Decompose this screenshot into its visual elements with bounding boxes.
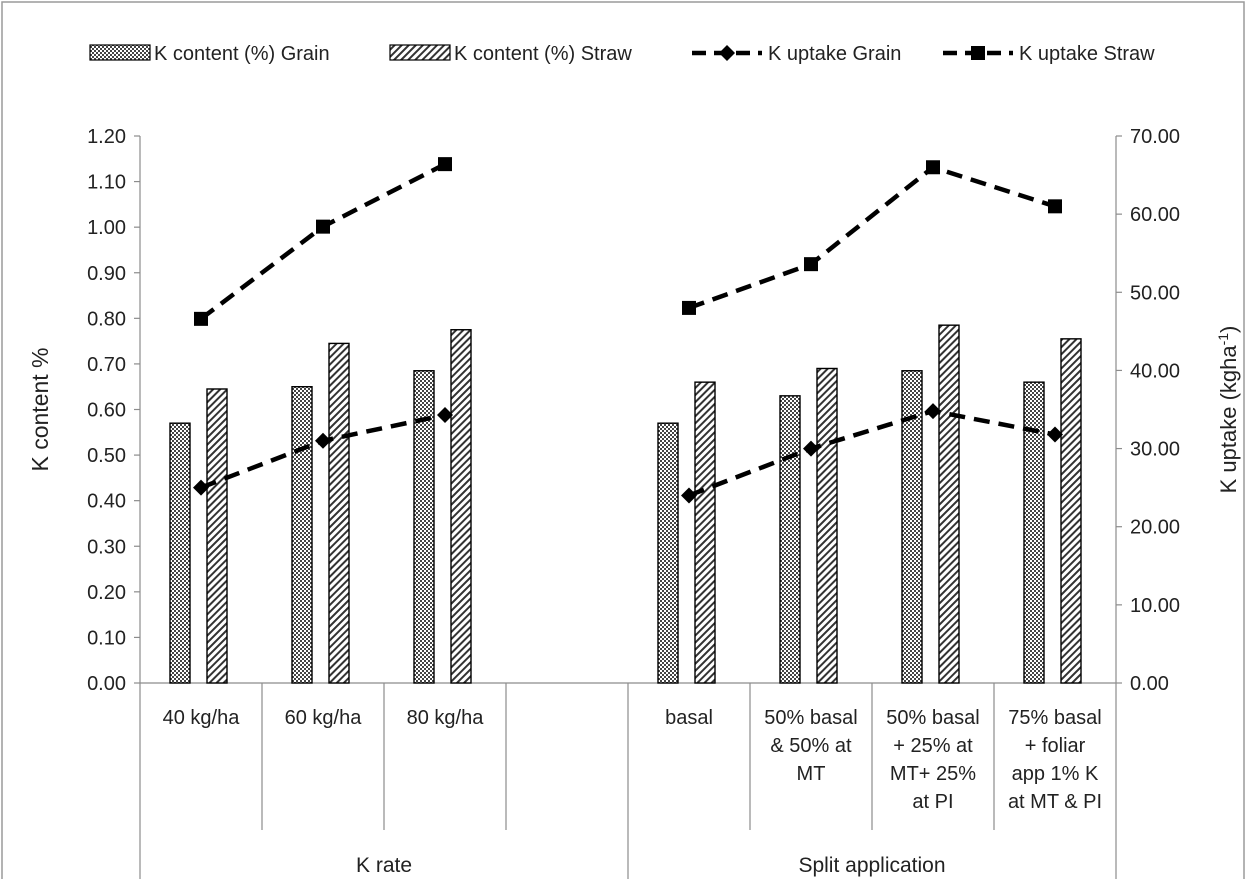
y-right-tick-label: 40.00 — [1130, 360, 1180, 382]
y-left-tick-label: 0.40 — [87, 491, 126, 513]
legend-swatch-straw — [389, 44, 451, 61]
bar-straw — [694, 381, 716, 684]
bar-grain — [169, 422, 191, 684]
bar-grain — [291, 386, 313, 684]
x-category-label: 60 kg/ha — [285, 707, 363, 729]
x-category-label: 50% basal — [886, 707, 979, 729]
y-left-tick-label: 0.80 — [87, 308, 126, 330]
bar-straw — [816, 367, 838, 684]
x-category-label: + foliar — [1025, 735, 1086, 757]
marker-square — [926, 160, 940, 175]
bar-grain — [413, 370, 435, 684]
bar-straw — [450, 329, 472, 684]
legend-marker-square — [971, 46, 985, 60]
marker-square — [194, 311, 208, 326]
y-axis-left-title: K content % — [27, 347, 53, 471]
legend: K content (%) Grain K content (%) Straw K … — [89, 43, 1155, 65]
x-category-label: + 25% at — [893, 735, 973, 757]
y-right-tick-label: 10.00 — [1130, 595, 1180, 617]
bar-straw — [206, 388, 228, 684]
y-right-tick-label: 70.00 — [1130, 126, 1180, 148]
y-right-tick-label: 0.00 — [1130, 673, 1169, 695]
x-category-label: MT — [797, 763, 826, 785]
marker-square — [1048, 199, 1062, 214]
y-left-tick-label: 0.20 — [87, 582, 126, 604]
y-left-tick-label: 0.50 — [87, 445, 126, 467]
y-left-tick-label: 1.10 — [87, 172, 126, 194]
y-left-tick-label: 1.00 — [87, 217, 126, 239]
marker-diamond — [925, 403, 941, 420]
x-category-label: 75% basal — [1008, 707, 1101, 729]
lines — [193, 157, 1063, 504]
bar-grain — [901, 370, 923, 684]
y-left-tick-label: 0.10 — [87, 627, 126, 649]
x-group-label: Split application — [798, 854, 945, 877]
y-right-tick-label: 60.00 — [1130, 204, 1180, 226]
y-right-tick-label: 30.00 — [1130, 439, 1180, 461]
series-line-grain — [688, 408, 1056, 498]
marker-square — [316, 219, 330, 234]
x-category-label: basal — [665, 707, 713, 729]
x-category-label: at PI — [912, 791, 953, 813]
x-category-label: 40 kg/ha — [163, 707, 241, 729]
marker-diamond — [803, 440, 819, 457]
y-left-tick-label: 0.70 — [87, 354, 126, 376]
marker-diamond — [681, 487, 697, 504]
marker-diamond — [1047, 426, 1063, 443]
labels: 0.00 0.10 0.20 0.30 0.40 0.50 0.60 0.70 0.80 0.90… — [27, 126, 1241, 877]
legend-label: K content (%) Straw — [454, 43, 632, 65]
marker-diamond — [437, 406, 453, 423]
legend-label: K uptake Straw — [1019, 43, 1155, 65]
legend-swatch-grain — [89, 44, 151, 61]
y-left-tick-label: 1.20 — [87, 126, 126, 148]
series-line-straw — [688, 164, 1056, 311]
legend-label: K uptake Grain — [768, 43, 901, 65]
legend-label: K content (%) Grain — [154, 43, 330, 65]
marker-square — [682, 300, 696, 315]
y-left-tick-label: 0.60 — [87, 400, 126, 422]
marker-diamond — [193, 479, 209, 496]
y-right-tick-label: 20.00 — [1130, 517, 1180, 539]
x-category-label: 80 kg/ha — [407, 707, 485, 729]
x-category-label: MT+ 25% — [890, 763, 976, 785]
bar-grain — [779, 395, 801, 684]
y-left-tick-label: 0.90 — [87, 263, 126, 285]
marker-square — [438, 157, 452, 172]
marker-square — [804, 257, 818, 272]
x-category-label: at MT & PI — [1008, 791, 1102, 813]
bar-grain — [1023, 381, 1045, 684]
x-category-label: 50% basal — [764, 707, 857, 729]
y-axis-right-title: K uptake (kgha-1) — [1215, 326, 1241, 494]
bar-straw — [328, 342, 350, 684]
x-category-label: & 50% at — [770, 735, 852, 757]
y-left-tick-label: 0.30 — [87, 536, 126, 558]
bar-straw — [938, 324, 960, 684]
bar-straw — [1060, 338, 1082, 684]
marker-diamond — [315, 432, 331, 449]
x-category-label: app 1% K — [1012, 763, 1099, 785]
y-left-tick-label: 0.00 — [87, 673, 126, 695]
bar-grain — [657, 422, 679, 684]
x-group-label: K rate — [356, 854, 412, 877]
y-right-tick-label: 50.00 — [1130, 282, 1180, 304]
legend-marker-diamond — [719, 45, 735, 61]
bars — [169, 324, 1082, 684]
